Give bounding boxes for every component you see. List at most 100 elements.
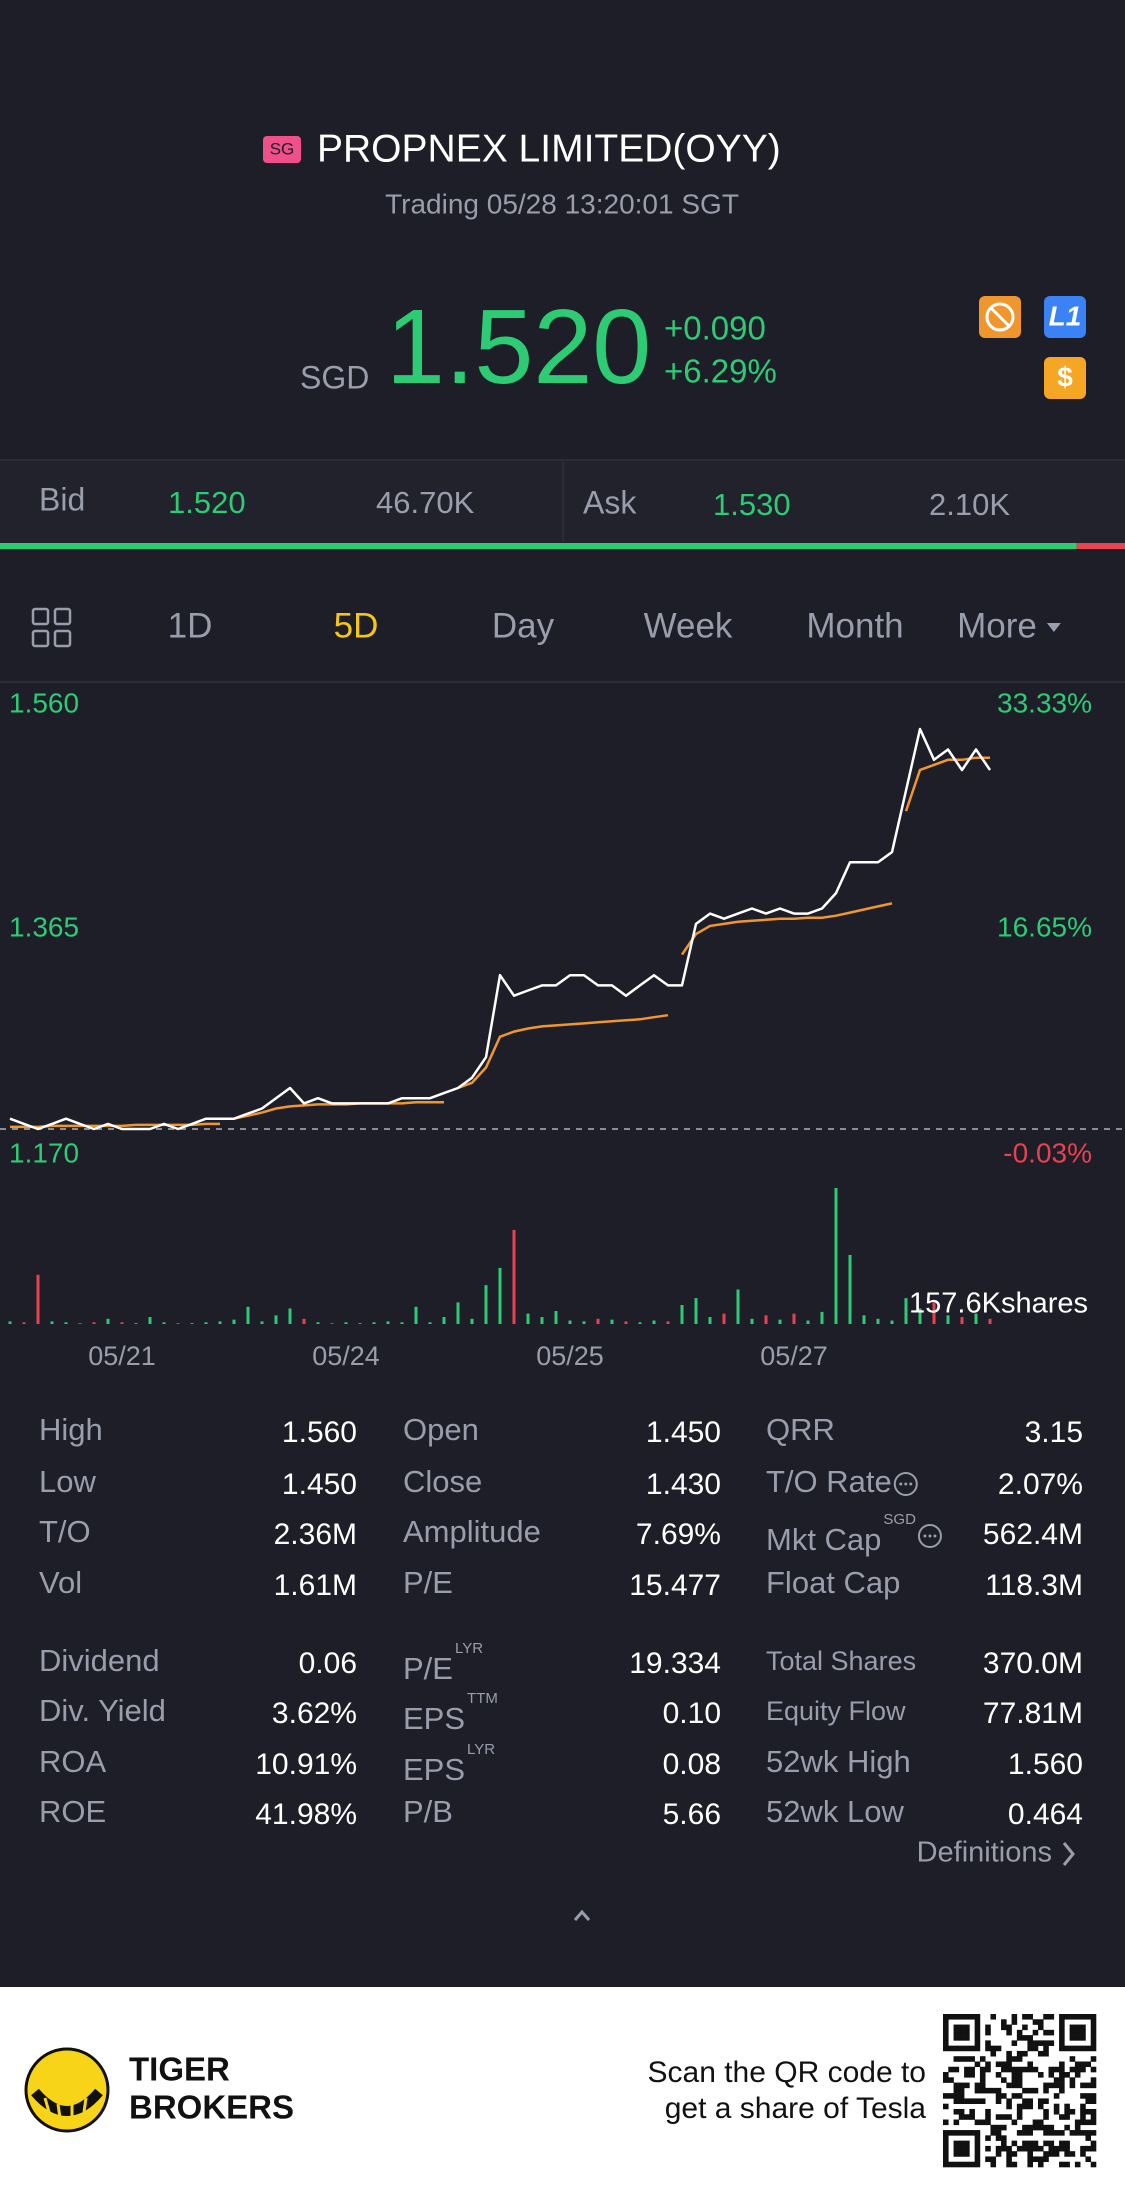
qr-module [1059, 2140, 1065, 2147]
layout-icon[interactable] [31, 607, 72, 648]
qr-module [1069, 2130, 1076, 2136]
tab[interactable]: Month [806, 606, 903, 645]
qr-module [953, 2087, 960, 2094]
stat-label: T/O [39, 1514, 91, 1549]
stat-value: 5.66 [663, 1798, 721, 1831]
qr-module [995, 2151, 1002, 2157]
volume-bar [288, 1308, 292, 1324]
qr-module [953, 2014, 960, 2020]
qr-module [974, 2151, 981, 2157]
qr-module [1043, 2087, 1049, 2094]
tab[interactable]: Week [644, 606, 733, 645]
qr-module [1022, 2130, 1028, 2136]
volume-bar [358, 1323, 362, 1324]
volume-bar [274, 1315, 278, 1324]
qr-module [1022, 2066, 1028, 2073]
date-label: 05/21 [88, 1341, 156, 1371]
promo-line: Scan the QR code to [648, 2056, 927, 2089]
info-icon[interactable] [917, 1524, 942, 1548]
qr-module [1064, 2140, 1070, 2147]
tab[interactable]: 1D [168, 606, 213, 645]
qr-module [1011, 2040, 1018, 2046]
qr-module [1027, 2066, 1033, 2073]
volume-label: 157.6Kshares [909, 1288, 1088, 1320]
qr-module [1048, 2072, 1055, 2078]
qr-module [1090, 2114, 1097, 2120]
qr-module [1027, 2103, 1033, 2110]
avg-line [457, 1013, 669, 1090]
qr-module [969, 2014, 975, 2020]
volume-bar [148, 1317, 152, 1324]
qr-module [985, 2087, 991, 2094]
qr-module [1069, 2029, 1076, 2036]
tab[interactable]: More [957, 606, 1037, 645]
stat-value: 7.69% [636, 1518, 721, 1551]
qr-module [1011, 2014, 1018, 2020]
qr-module [1022, 2145, 1028, 2152]
qr-module [943, 2035, 949, 2041]
qr-module [948, 2093, 954, 2099]
qr-module [1001, 2140, 1007, 2147]
qr-module [1085, 2145, 1092, 2152]
qr-module [1048, 2029, 1055, 2036]
qr-module [948, 2045, 954, 2052]
volume-bar [918, 1308, 922, 1324]
qr-module [1080, 2114, 1086, 2120]
volume-bar [736, 1289, 740, 1324]
qr-module [964, 2066, 970, 2073]
qr-module [1016, 2066, 1023, 2073]
qr-module [1006, 2050, 1012, 2057]
qr-module [1080, 2130, 1086, 2136]
volume-bar [932, 1302, 936, 1324]
icon-cell [53, 629, 72, 648]
qr-module [953, 2066, 960, 2073]
qr-module [1006, 2151, 1012, 2157]
tab[interactable]: Day [492, 606, 555, 645]
info-icon[interactable] [893, 1472, 918, 1496]
qr-module [1016, 2130, 1023, 2136]
qr-module [943, 2135, 949, 2141]
volume-bar [246, 1306, 250, 1324]
qr-module [1064, 2151, 1070, 2157]
avg-line [680, 902, 893, 956]
stat-label: 52wk Low [766, 1794, 904, 1829]
collapse-caret[interactable] [573, 1909, 591, 1921]
qr-module [964, 2056, 970, 2062]
icon-level1[interactable] [1044, 296, 1086, 338]
stat-value: 41.98% [255, 1798, 357, 1831]
qr-module [995, 2093, 1002, 2099]
qr-module [953, 2045, 960, 2052]
qr-module [964, 2014, 970, 2020]
stat-value: 1.450 [646, 1416, 721, 1449]
qr-module [1085, 2156, 1092, 2163]
qr-module [953, 2130, 960, 2136]
qr-module [1069, 2108, 1076, 2115]
qr-module [958, 2024, 965, 2031]
qr-module [964, 2161, 970, 2168]
qr-module [1027, 2151, 1033, 2157]
date-label: 05/25 [536, 1341, 604, 1371]
qr-module [1053, 2145, 1060, 2152]
qr-module [943, 2103, 949, 2110]
qr-module [974, 2061, 981, 2068]
tab[interactable]: 5D [334, 606, 379, 645]
qr-module [1006, 2161, 1012, 2168]
qr-module [948, 2014, 954, 2020]
qr-code[interactable] [943, 2014, 1097, 2168]
qr-module [1011, 2072, 1018, 2078]
qr-module [974, 2135, 981, 2141]
stat-value: 370.0M [983, 1647, 1083, 1680]
definitions-link[interactable]: Definitions [917, 1837, 1052, 1869]
bid-ratio-bar [0, 543, 1077, 549]
qr-module [990, 2124, 997, 2131]
qr-module [943, 2145, 949, 2152]
qr-module [943, 2019, 949, 2025]
qr-module [953, 2056, 960, 2062]
qr-module [1064, 2045, 1070, 2052]
icon-dollar[interactable] [1044, 357, 1086, 399]
qr-module [1053, 2108, 1060, 2115]
stat-value: 1.560 [1008, 1748, 1083, 1781]
stock-title: PROPNEX LIMITED(OYY) [317, 127, 781, 170]
price-tick-label: 1.365 [9, 911, 79, 942]
